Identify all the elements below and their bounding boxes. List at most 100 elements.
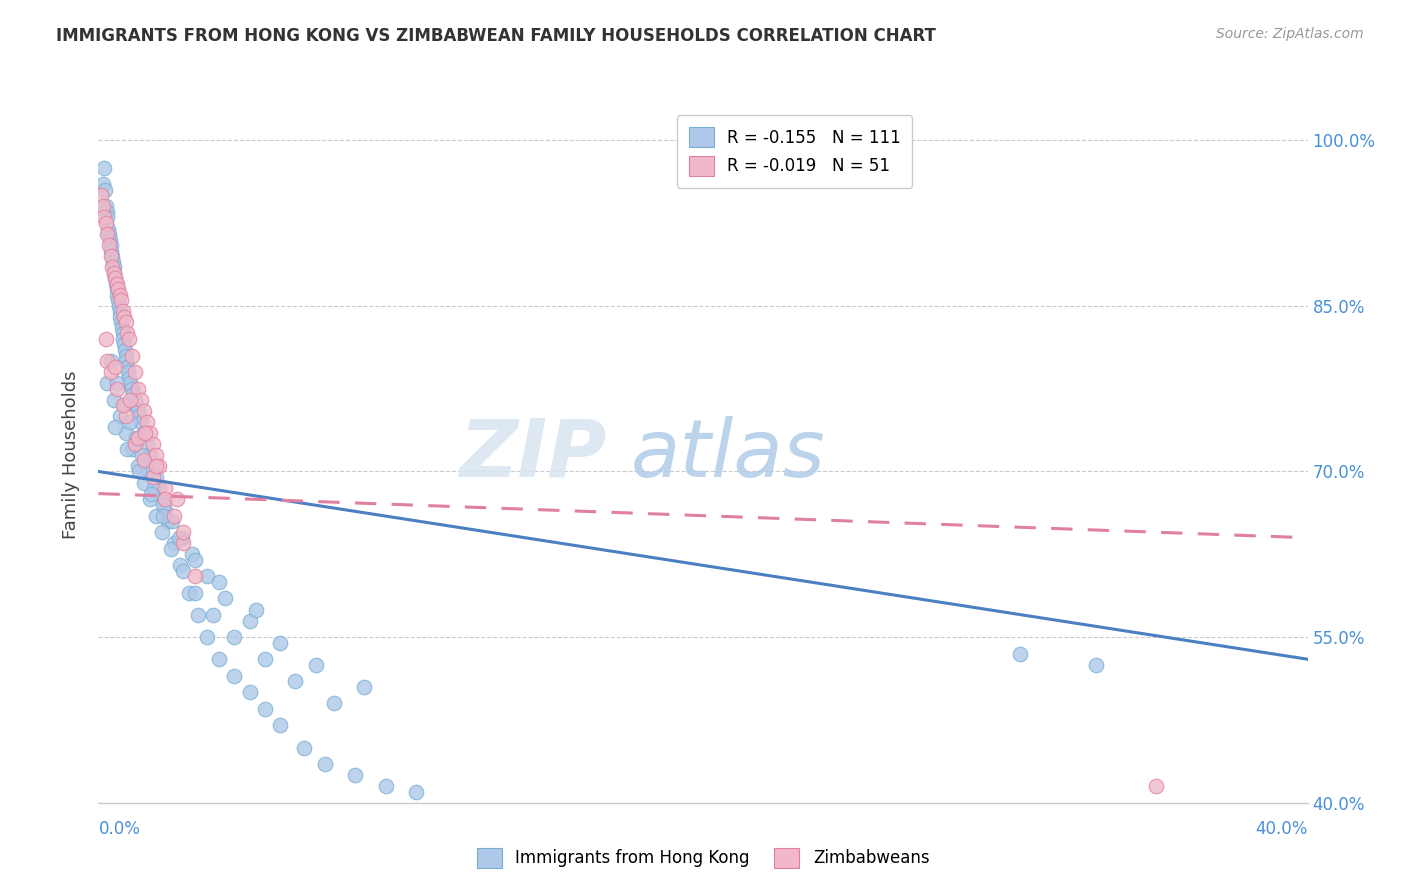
Point — [96, 376, 118, 391]
Point — [239, 685, 262, 699]
Point — [114, 315, 136, 329]
Point — [163, 536, 186, 550]
Point — [100, 249, 122, 263]
Point — [129, 415, 152, 429]
Point — [353, 680, 375, 694]
Point — [156, 514, 179, 528]
Point — [142, 437, 165, 451]
Point — [169, 558, 191, 573]
Point — [115, 359, 138, 374]
Point — [93, 161, 115, 175]
Point — [112, 332, 135, 346]
Point — [139, 492, 162, 507]
Point — [118, 332, 141, 346]
Point — [148, 481, 170, 495]
Point — [117, 365, 139, 379]
Point — [172, 536, 194, 550]
Point — [96, 205, 118, 219]
Text: 0.0%: 0.0% — [98, 820, 141, 838]
Point — [127, 431, 149, 445]
Point — [167, 531, 190, 545]
Point — [103, 266, 125, 280]
Point — [135, 415, 157, 429]
Point — [121, 382, 143, 396]
Point — [132, 403, 155, 417]
Point — [152, 498, 174, 512]
Point — [121, 442, 143, 457]
Point — [108, 409, 131, 424]
Point — [96, 354, 118, 368]
Point — [153, 503, 176, 517]
Point — [125, 431, 148, 445]
Point — [142, 470, 165, 484]
Point — [100, 365, 122, 379]
Point — [100, 354, 122, 368]
Point — [239, 614, 262, 628]
Point — [105, 382, 128, 396]
Point — [202, 608, 225, 623]
Point — [128, 409, 150, 424]
Point — [104, 359, 127, 374]
Point — [120, 376, 142, 391]
Point — [110, 293, 132, 308]
Point — [208, 652, 231, 666]
Point — [103, 392, 125, 407]
Point — [111, 326, 134, 341]
Point — [108, 287, 131, 301]
Point — [131, 448, 153, 462]
Point — [132, 475, 155, 490]
Point — [184, 553, 207, 567]
Point — [111, 398, 134, 412]
Point — [96, 211, 118, 225]
Point — [105, 376, 128, 391]
Point — [142, 458, 165, 473]
Point — [195, 569, 218, 583]
Point — [105, 277, 128, 291]
Point — [94, 183, 117, 197]
Point — [184, 569, 207, 583]
Point — [125, 398, 148, 412]
Point — [111, 304, 134, 318]
Point — [111, 321, 134, 335]
Point — [110, 315, 132, 329]
Point — [269, 635, 291, 649]
Point — [139, 425, 162, 440]
Point — [139, 448, 162, 462]
Point — [112, 337, 135, 351]
Point — [253, 702, 276, 716]
Point — [98, 233, 121, 247]
Point — [136, 465, 159, 479]
Point — [112, 398, 135, 412]
Point — [143, 481, 166, 495]
Point — [134, 425, 156, 440]
Point — [208, 574, 231, 589]
Point — [148, 458, 170, 473]
Point — [181, 547, 204, 561]
Point — [129, 392, 152, 407]
Point — [166, 492, 188, 507]
Point — [124, 392, 146, 407]
Point — [94, 216, 117, 230]
Point — [187, 608, 209, 623]
Point — [96, 227, 118, 241]
Point — [122, 387, 145, 401]
Text: 40.0%: 40.0% — [1256, 820, 1308, 838]
Point — [150, 525, 173, 540]
Point — [100, 238, 122, 252]
Point — [152, 508, 174, 523]
Point — [104, 271, 127, 285]
Point — [145, 458, 167, 473]
Text: ZIP: ZIP — [458, 416, 606, 494]
Point — [91, 199, 114, 213]
Point — [128, 465, 150, 479]
Point — [100, 244, 122, 258]
Point — [127, 382, 149, 396]
Point — [107, 293, 129, 308]
Point — [170, 531, 193, 545]
Point — [120, 392, 142, 407]
Point — [115, 326, 138, 341]
Point — [98, 238, 121, 252]
Legend: R = -0.155   N = 111, R = -0.019   N = 51: R = -0.155 N = 111, R = -0.019 N = 51 — [676, 115, 912, 187]
Point — [94, 199, 117, 213]
Point — [115, 442, 138, 457]
